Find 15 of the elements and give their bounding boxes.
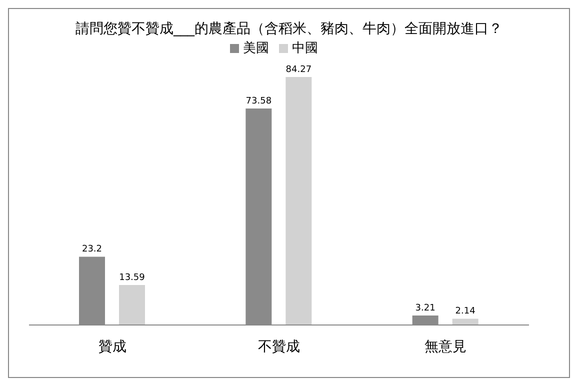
data-label: 13.59 <box>119 273 146 284</box>
data-label: 23.2 <box>82 244 102 255</box>
data-label: 84.27 <box>286 65 312 75</box>
bar <box>452 318 478 325</box>
x-tick-label: 不贊成 <box>258 338 300 355</box>
x-tick-label: 無意見 <box>424 338 467 355</box>
x-tick-label: 贊成 <box>98 338 126 355</box>
data-label: 2.14 <box>455 306 476 317</box>
data-label: 3.21 <box>415 304 436 314</box>
bar <box>119 285 145 325</box>
bar <box>286 77 312 325</box>
legend-label: 美國 <box>243 41 269 56</box>
chart-title: 請問您贊不贊成___的農產品（含稻米、豬肉、牛肉）全面開放進口？ <box>74 20 504 39</box>
data-label: 73.58 <box>246 96 272 106</box>
legend-label: 中國 <box>292 41 318 56</box>
